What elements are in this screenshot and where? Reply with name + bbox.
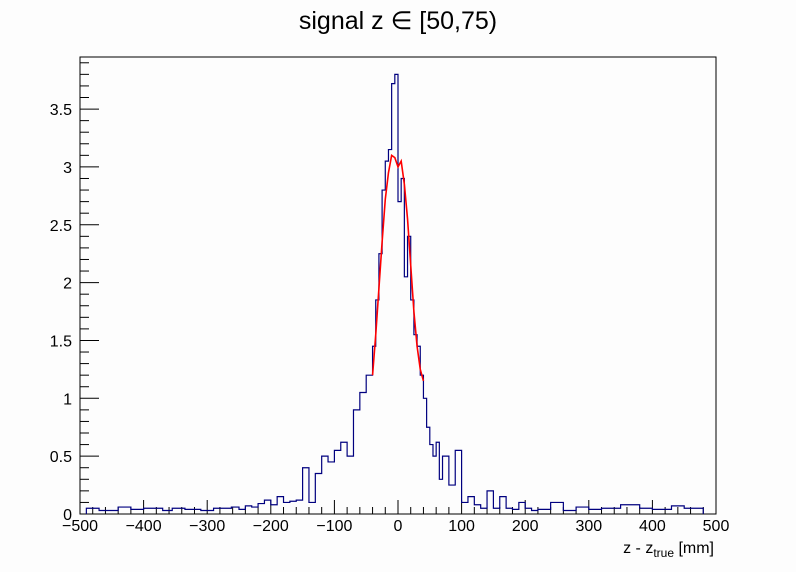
y-tick-label: 2: [63, 276, 72, 293]
x-tick-label: 100: [448, 518, 475, 535]
x-axis-title-main: z - z: [623, 540, 653, 557]
x-axis-title: z - ztrue [mm]: [623, 540, 714, 560]
x-axis-title-unit: [mm]: [674, 540, 714, 557]
x-tick-label: −500: [62, 518, 98, 535]
y-tick-label: 0: [63, 507, 72, 524]
y-tick-label: 2.5: [50, 218, 72, 235]
y-tick-label: 1.5: [50, 333, 72, 350]
histogram-line: [85, 73, 704, 514]
chart-title: signal z ∈ [50,75): [298, 7, 498, 35]
x-tick-label: −100: [316, 518, 352, 535]
x-tick-label: 500: [703, 518, 730, 535]
x-tick-label: 0: [394, 518, 403, 535]
y-tick-label: 0.5: [50, 449, 72, 466]
x-tick-label: 200: [512, 518, 539, 535]
x-tick-label: −400: [126, 518, 162, 535]
tick-labels: −500 −400 −300 −200 −100 0 100 200 300 400 500 0 0.5…: [50, 102, 730, 535]
x-axis-title-sub: true: [653, 546, 674, 560]
y-tick-label: 3.5: [50, 102, 72, 119]
x-tick-label: −300: [189, 518, 225, 535]
x-tick-label: 400: [639, 518, 666, 535]
fit-curve: [371, 153, 425, 382]
y-tick-label: 3: [63, 160, 72, 177]
x-tick-label: 300: [575, 518, 602, 535]
y-tick-label: 1: [63, 391, 72, 408]
x-tick-label: −200: [253, 518, 289, 535]
